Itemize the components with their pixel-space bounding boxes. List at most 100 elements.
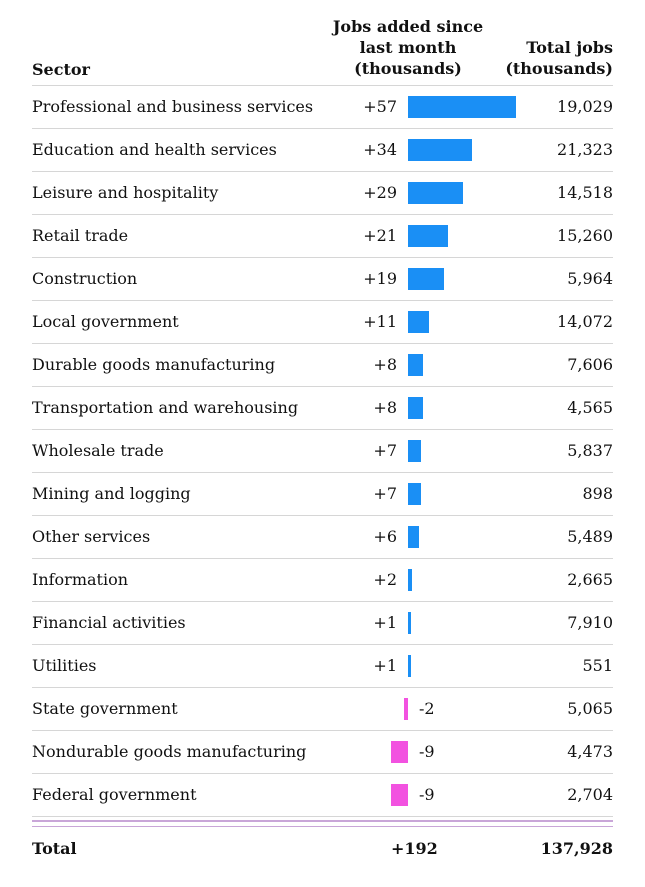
total-jobs-header: Total jobs (thousands) — [505, 37, 613, 79]
sector-label: Retail trade — [32, 226, 129, 245]
total-jobs-value: 551 — [582, 656, 613, 675]
total-jobs-value: 5,489 — [567, 527, 613, 546]
change-bar — [408, 96, 516, 118]
sector-label: Financial activities — [32, 613, 186, 632]
change-value: +8 — [373, 355, 397, 374]
total-jobs-value: 19,029 — [557, 97, 613, 116]
change-bar — [408, 139, 473, 161]
table-row: Leisure and hospitality +29 14,518 — [32, 172, 613, 215]
sector-label: Utilities — [32, 656, 97, 675]
sector-label: Leisure and hospitality — [32, 183, 219, 202]
sector-label: Mining and logging — [32, 484, 191, 503]
total-jobs: 137,928 — [540, 839, 613, 858]
total-jobs-value: 7,910 — [567, 613, 613, 632]
change-value: +21 — [363, 226, 397, 245]
sector-label: Construction — [32, 269, 138, 288]
change-bar — [408, 354, 424, 376]
total-label: Total — [32, 839, 77, 858]
table-row: Education and health services +34 21,323 — [32, 129, 613, 172]
change-value: +1 — [373, 613, 397, 632]
change-bar — [404, 698, 408, 720]
change-value: +2 — [373, 570, 397, 589]
total-jobs-value: 5,065 — [567, 699, 613, 718]
total-jobs-header-line: (thousands) — [505, 59, 613, 78]
change-bar — [408, 612, 411, 634]
table-row: Information +2 2,665 — [32, 559, 613, 602]
total-jobs-value: 2,665 — [567, 570, 613, 589]
table-row: Retail trade +21 15,260 — [32, 215, 613, 258]
change-bar — [408, 483, 422, 505]
jobs-added-header: Jobs added since last month (thousands) — [332, 16, 484, 79]
change-value: +34 — [363, 140, 397, 159]
table-row: Professional and business services +57 19,… — [32, 86, 613, 129]
change-value: +11 — [363, 312, 397, 331]
total-jobs-value: 14,518 — [557, 183, 613, 202]
total-jobs-value: 21,323 — [557, 140, 613, 159]
total-jobs-value: 4,565 — [567, 398, 613, 417]
change-value: -9 — [419, 742, 435, 761]
change-bar — [408, 655, 411, 677]
change-value: +8 — [373, 398, 397, 417]
total-jobs-value: 2,704 — [567, 785, 613, 804]
sector-label: Information — [32, 570, 129, 589]
table-row: Mining and logging +7 898 — [32, 473, 613, 516]
sector-header: Sector — [32, 60, 90, 79]
table-body: Professional and business services +57 19,… — [32, 86, 613, 817]
sector-label: Transportation and warehousing — [32, 398, 299, 417]
sector-label: Professional and business services — [32, 97, 314, 116]
total-jobs-value: 5,964 — [567, 269, 613, 288]
total-change: +192 — [391, 839, 438, 858]
sector-label: State government — [32, 699, 178, 718]
jobs-added-header-line: Jobs added since — [332, 17, 484, 36]
change-bar — [408, 182, 463, 204]
jobs-added-header-line: last month — [359, 38, 457, 57]
change-bar — [408, 268, 444, 290]
change-bar — [408, 569, 412, 591]
sector-label: Durable goods manufacturing — [32, 355, 276, 374]
change-bar — [408, 526, 420, 548]
table-row: Wholesale trade +7 5,837 — [32, 430, 613, 473]
table-header: Sector Jobs added since last month (thou… — [32, 0, 613, 86]
table-row: Financial activities +1 7,910 — [32, 602, 613, 645]
sector-label: Nondurable goods manufacturing — [32, 742, 307, 761]
total-divider — [32, 826, 613, 827]
change-value: +7 — [373, 484, 397, 503]
sector-label: Local government — [32, 312, 179, 331]
sector-label: Other services — [32, 527, 151, 546]
change-value: +19 — [363, 269, 397, 288]
jobs-table: Sector Jobs added since last month (thou… — [32, 0, 613, 887]
table-row: Nondurable goods manufacturing -9 4,473 — [32, 731, 613, 774]
sector-label: Wholesale trade — [32, 441, 164, 460]
change-bar — [408, 311, 429, 333]
total-divider — [32, 820, 613, 822]
total-jobs-value: 5,837 — [567, 441, 613, 460]
change-bar — [390, 784, 408, 806]
sector-label: Education and health services — [32, 140, 277, 159]
change-bar — [408, 225, 448, 247]
total-jobs-value: 15,260 — [557, 226, 613, 245]
change-value: +6 — [373, 527, 397, 546]
table-row: Durable goods manufacturing +8 7,606 — [32, 344, 613, 387]
table-row: Other services +6 5,489 — [32, 516, 613, 559]
sector-label: Federal government — [32, 785, 197, 804]
change-bar — [408, 440, 422, 462]
change-value: -9 — [419, 785, 435, 804]
change-value: +29 — [363, 183, 397, 202]
change-value: +1 — [373, 656, 397, 675]
total-jobs-value: 4,473 — [567, 742, 613, 761]
table-row: Transportation and warehousing +8 4,565 — [32, 387, 613, 430]
jobs-added-header-line: (thousands) — [354, 59, 462, 78]
total-jobs-value: 898 — [582, 484, 613, 503]
change-value: +7 — [373, 441, 397, 460]
change-value: -2 — [419, 699, 435, 718]
change-bar — [408, 397, 424, 419]
total-jobs-value: 14,072 — [557, 312, 613, 331]
table-row: Construction +19 5,964 — [32, 258, 613, 301]
table-row: State government -2 5,065 — [32, 688, 613, 731]
change-value: +57 — [363, 97, 397, 116]
table-row: Utilities +1 551 — [32, 645, 613, 688]
table-row: Federal government -9 2,704 — [32, 774, 613, 817]
table-row: Local government +11 14,072 — [32, 301, 613, 344]
total-row: Total +192 137,928 — [32, 828, 613, 870]
total-jobs-header-line: Total jobs — [526, 38, 613, 57]
